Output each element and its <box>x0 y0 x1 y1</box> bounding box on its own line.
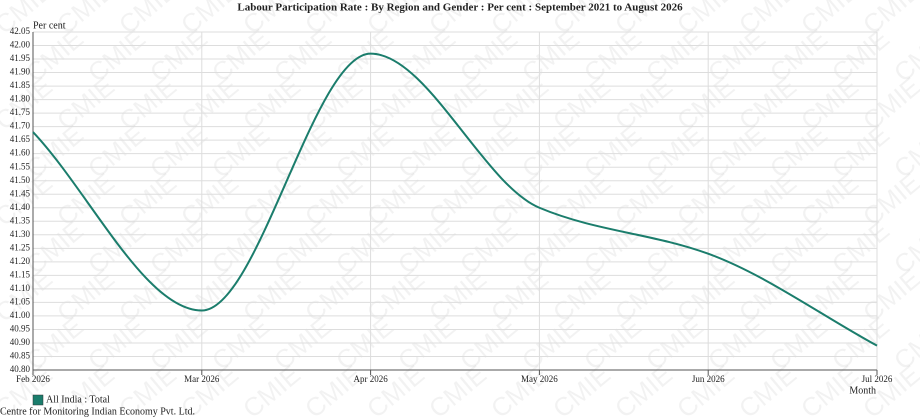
source: Centre for Monitoring Indian Economy Pvt… <box>0 406 195 417</box>
y-tick-label: 42.05 <box>10 26 31 36</box>
y-tick-label: 41.10 <box>10 283 31 293</box>
y-tick-label: 40.95 <box>10 324 31 334</box>
legend-label: All India : Total <box>46 394 110 405</box>
y-tick-label: 41.25 <box>10 242 31 252</box>
y-axis-label: Per cent <box>33 20 66 31</box>
x-tick-label: Feb 2026 <box>16 374 50 384</box>
y-tick-label: 41.35 <box>10 215 31 225</box>
y-tick-label: 41.95 <box>10 53 31 63</box>
y-tick-label: 41.85 <box>10 80 31 90</box>
y-tick-label: 41.90 <box>10 67 31 77</box>
x-tick-label: Mar 2026 <box>184 374 220 384</box>
y-tick-label: 41.70 <box>10 121 31 131</box>
chart-title: Labour Participation Rate : By Region an… <box>237 2 683 14</box>
x-axis-label: Month <box>849 385 876 396</box>
y-tick-label: 41.05 <box>10 296 31 306</box>
y-tick-label: 41.75 <box>10 107 31 117</box>
y-tick-label: 41.00 <box>10 310 31 320</box>
y-tick-label: 41.65 <box>10 134 31 144</box>
x-tick-label: Apr 2026 <box>353 374 388 384</box>
y-tick-label: 41.80 <box>10 94 31 104</box>
y-tick-label: 41.50 <box>10 175 31 185</box>
y-tick-label: 40.85 <box>10 351 31 361</box>
y-tick-label: 41.40 <box>10 202 31 212</box>
y-tick-label: 40.80 <box>10 364 31 374</box>
legend-swatch <box>32 394 44 406</box>
x-tick-label: May 2026 <box>521 374 558 384</box>
x-tick-label: Jun 2026 <box>692 374 725 384</box>
line <box>32 52 878 347</box>
x-tick-label: Jul 2026 <box>862 374 893 384</box>
y-tick-label: 40.90 <box>10 337 31 347</box>
y-tick-label: 41.30 <box>10 229 31 239</box>
y-tick-label: 41.20 <box>10 256 31 266</box>
y-tick-label: 41.60 <box>10 148 31 158</box>
y-tick-label: 41.55 <box>10 161 31 171</box>
y-tick-label: 41.15 <box>10 269 31 279</box>
y-tick-label: 42.00 <box>10 40 31 50</box>
y-tick-label: 41.45 <box>10 188 31 198</box>
